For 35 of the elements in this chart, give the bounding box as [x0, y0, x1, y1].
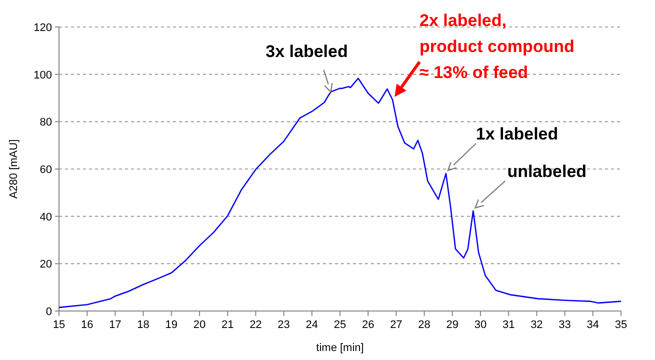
y-tick-label: 100: [34, 69, 52, 82]
annotation: 2x labeled, product compound ≈ 13% of feed: [420, 10, 574, 82]
x-tick-label: 23: [278, 319, 290, 331]
x-tick-label: 26: [362, 319, 374, 331]
x-tick-label: 24: [306, 319, 318, 331]
y-tick-label: 80: [40, 116, 52, 129]
x-tick-label: 34: [586, 319, 600, 331]
x-tick-label: 28: [418, 319, 430, 331]
y-axis-title: A280 [mAU]: [8, 139, 20, 199]
y-tick-label: 20: [40, 258, 52, 271]
x-tick-label: 16: [80, 319, 94, 331]
x-tick-label: 18: [137, 319, 150, 331]
x-tick-label: 22: [250, 319, 262, 331]
x-tick-label: 30: [474, 319, 487, 331]
y-tick-label: 120: [34, 22, 52, 34]
line-series: [58, 78, 622, 308]
x-tick-label: 33: [558, 319, 571, 331]
annotation: 3x labeled: [266, 42, 348, 61]
annotation: unlabeled: [507, 162, 587, 181]
x-tick-label: 31: [502, 319, 515, 331]
x-tick-label: 19: [165, 319, 178, 331]
x-tick-label: 17: [109, 319, 122, 331]
y-tick-label: 40: [40, 211, 52, 224]
y-tick-label: 0: [46, 306, 52, 318]
x-tick-label: 20: [193, 319, 206, 331]
annotation: 1x labeled: [476, 124, 558, 144]
x-tick-label: 21: [221, 319, 234, 331]
y-tick-label: 60: [40, 164, 52, 176]
x-tick-label: 32: [530, 319, 543, 331]
x-axis-title: time [min]: [316, 342, 364, 354]
x-tick-label: 25: [334, 319, 346, 331]
x-tick-label: 35: [614, 319, 628, 331]
x-tick-label: 27: [390, 319, 402, 331]
x-tick-label: 29: [446, 319, 459, 331]
x-tick-label: 15: [52, 319, 66, 331]
